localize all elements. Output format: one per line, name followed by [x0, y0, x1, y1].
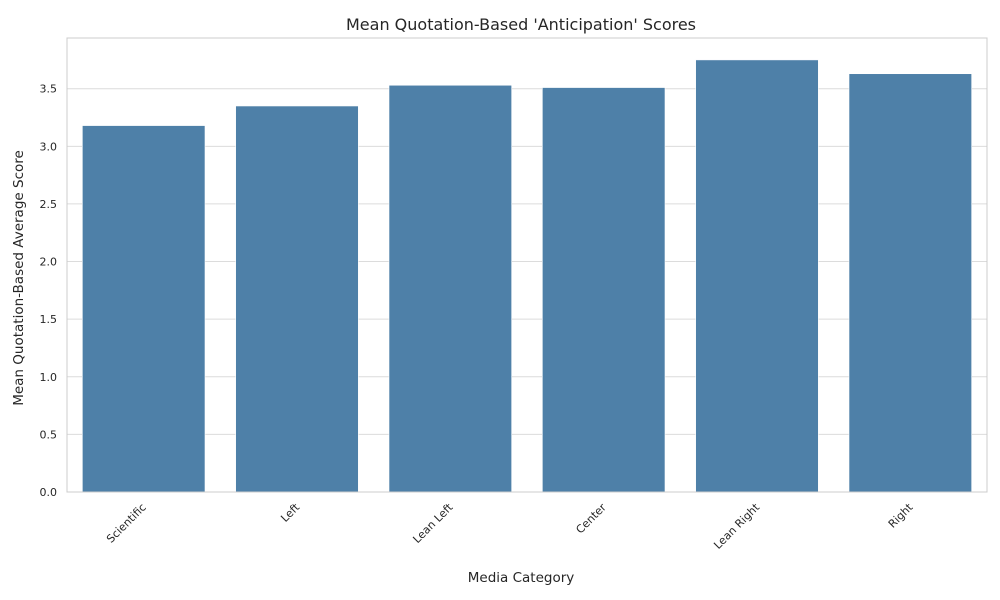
- y-tick-label: 0.0: [40, 486, 58, 499]
- x-tick-label: Lean Left: [410, 500, 455, 545]
- bar-scientific: [82, 125, 206, 493]
- bar-right: [848, 73, 972, 493]
- y-tick-label: 0.5: [40, 428, 58, 441]
- y-tick-label: 1.0: [40, 371, 58, 384]
- x-tick-label: Lean Right: [711, 500, 762, 551]
- y-axis-title: Mean Quotation-Based Average Score: [11, 150, 27, 406]
- x-tick-label: Right: [886, 500, 916, 530]
- y-tick-label: 3.5: [40, 83, 58, 96]
- bar-lean-right: [695, 59, 819, 493]
- x-tick-labels: Scientific Left Lean Left Center Lean Right R…: [104, 500, 916, 551]
- x-tick-label: Scientific: [104, 501, 149, 546]
- bar-lean-left: [388, 84, 512, 493]
- x-axis-title: Media Category: [468, 570, 575, 586]
- bars: [82, 59, 972, 493]
- y-tick-label: 2.0: [40, 256, 58, 269]
- grid-lines: [67, 88, 987, 493]
- bar-center: [542, 87, 666, 493]
- y-tick-label: 2.5: [40, 198, 58, 211]
- y-tick-labels: 0.0 0.5 1.0 1.5 2.0 2.5 3.0 3.5: [40, 83, 58, 499]
- bar-left: [235, 105, 359, 493]
- x-tick-label: Left: [278, 500, 302, 524]
- plot-frame: [66, 37, 988, 493]
- chart-title: Mean Quotation-Based 'Anticipation' Scor…: [346, 15, 696, 34]
- x-tick-label: Center: [573, 501, 609, 537]
- y-tick-label: 3.0: [40, 140, 58, 153]
- y-tick-label: 1.5: [40, 313, 58, 326]
